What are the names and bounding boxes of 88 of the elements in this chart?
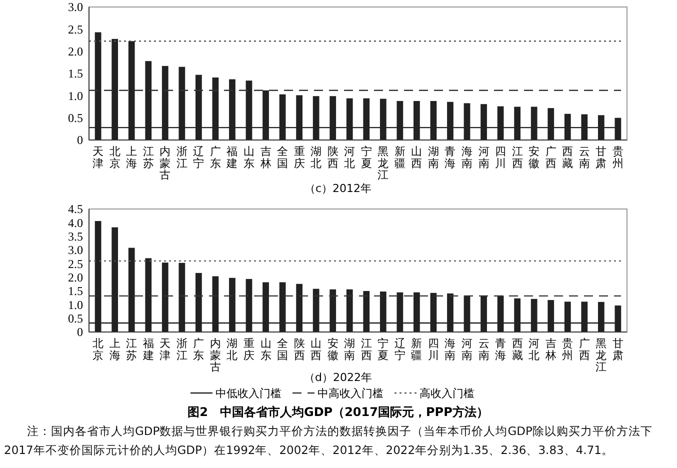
y-tick-label: 2.5 [68, 256, 83, 271]
x-tick-label: 新疆 [411, 336, 422, 362]
x-tick-label: 黑龙江 [596, 336, 607, 374]
text: 图2 中国各省市人均GDP（2017国际元，PPP方法） [188, 405, 488, 419]
x-tick-label: 辽宁 [193, 144, 204, 170]
y-tick-label: 0.5 [68, 111, 83, 126]
x-tick-label: 四川 [428, 336, 439, 362]
x-tick-label: 广西 [578, 336, 590, 362]
x-tick-label: 吉林 [544, 336, 556, 362]
x-tick-label: 新疆 [394, 144, 406, 170]
y-tick-label: 4.0 [68, 216, 83, 230]
x-tick-label: 江苏 [126, 336, 138, 362]
x-tick-label: 西藏 [512, 336, 523, 362]
y-tick-label: 2.5 [68, 22, 83, 36]
x-tick-label: 山西 [411, 144, 422, 170]
x-tick-label: 重庆 [243, 336, 254, 362]
x-tick-label: 海南 [462, 144, 473, 170]
x-tick-label: 安徽 [528, 144, 540, 170]
x-tick-label: 重庆 [294, 144, 305, 170]
x-tick-label: 上海 [109, 336, 120, 362]
x-tick-label: 青海 [444, 144, 456, 170]
y-tick-label: 2.0 [68, 44, 83, 59]
y-tick-label: 1.0 [68, 88, 83, 103]
y-tick-label: 1.0 [68, 298, 83, 312]
y-tick-label: 1.5 [68, 66, 83, 81]
x-tick-label: 甘肃 [596, 144, 607, 170]
x-tick-label: 山东 [243, 144, 254, 170]
x-tick-label: 河北 [528, 336, 540, 362]
x-tick-label: 上海 [126, 144, 138, 170]
x-tick-label: 安徽 [327, 336, 338, 362]
x-axis-title: （d）2022年 [304, 371, 372, 384]
x-tick-label: 河南 [478, 144, 490, 170]
y-tick-label: 0 [77, 325, 83, 340]
y-tick-label: 3.0 [68, 243, 83, 258]
x-tick-label: 广西 [545, 144, 556, 170]
x-tick-label: 湖南 [344, 336, 356, 362]
x-tick-label: 天津 [92, 144, 104, 170]
x-axis-title: （c）2012年 [304, 182, 372, 195]
x-tick-label: 江苏 [142, 144, 154, 170]
x-tick-label: 天津 [160, 336, 171, 362]
x-tick-label: 浙江 [176, 336, 188, 362]
y-tick-label: 2.0 [68, 270, 83, 285]
x-tick-label: 宁夏 [360, 144, 372, 170]
legend-label: 中低收入门槛 [216, 387, 282, 400]
legend-label: 中高收入门槛 [318, 387, 384, 400]
x-tick-label: 黑龙江 [378, 144, 389, 182]
x-tick-label: 内蒙古 [160, 144, 171, 182]
x-tick-label: 福建 [226, 144, 238, 170]
x-tick-label: 四川 [495, 144, 506, 170]
x-tick-label: 全国 [277, 144, 288, 170]
x-tick-label: 陕西 [327, 144, 338, 170]
x-tick-label: 全国 [277, 336, 288, 362]
legend-label: 高收入门槛 [420, 387, 474, 400]
x-tick-label: 内蒙古 [210, 336, 221, 374]
text: 注：国内各省市人均GDP数据与世界银行购买力平价方法的数据转换因子（当年本币价人均GDP除以购买力平价方法下2017年不变价国际元计价的人均GDP）在1992年、2002年、2012年、2022年分别为1.35、2.36、3.83、4.71。 [4, 423, 654, 459]
x-tick-label: 广东 [193, 336, 204, 362]
x-tick-label: 广东 [210, 144, 221, 170]
x-tick-label: 北京 [109, 144, 120, 170]
x-tick-label: 甘肃 [612, 336, 624, 362]
y-tick-label: 4.5 [68, 202, 83, 216]
x-tick-label: 湖北 [310, 144, 322, 170]
x-tick-label: 北京 [92, 336, 104, 362]
x-tick-label: 福建 [142, 336, 154, 362]
x-tick-label: 西藏 [562, 144, 574, 170]
x-tick-label: 山东 [260, 336, 272, 362]
x-tick-label: 辽宁 [394, 336, 406, 362]
x-tick-label: 海南 [444, 336, 456, 362]
x-tick-label: 江西 [360, 336, 372, 362]
y-tick-label: 3.5 [68, 230, 83, 244]
y-tick-label: 3.0 [68, 0, 83, 14]
x-tick-label: 青海 [495, 336, 506, 362]
x-tick-label: 河北 [344, 144, 356, 170]
x-tick-label: 江西 [512, 144, 523, 170]
x-tick-label: 贵州 [562, 336, 574, 362]
x-tick-label: 浙江 [176, 144, 188, 170]
x-tick-label: 陕西 [294, 336, 305, 362]
x-tick-label: 云南 [478, 336, 490, 362]
x-tick-label: 河南 [462, 336, 473, 362]
y-tick-label: 0.5 [68, 312, 83, 326]
x-tick-label: 湖北 [226, 336, 238, 362]
y-tick-label: 0 [77, 133, 83, 148]
x-tick-label: 吉林 [259, 144, 272, 170]
x-tick-label: 湖南 [428, 144, 439, 170]
x-tick-label: 山西 [310, 336, 322, 362]
x-tick-label: 云南 [578, 144, 590, 170]
x-tick-label: 贵州 [612, 144, 624, 170]
y-tick-label: 1.5 [68, 284, 83, 298]
x-tick-label: 宁夏 [378, 336, 389, 362]
